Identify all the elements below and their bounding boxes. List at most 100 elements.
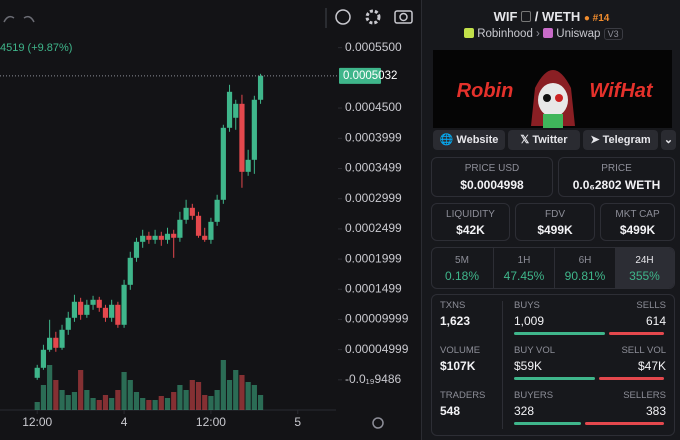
candle-body xyxy=(251,99,257,160)
eye xyxy=(543,94,551,102)
price-card: PRICE 0.0₆2802 WETH xyxy=(558,157,675,197)
candle-body xyxy=(183,207,189,220)
stat-value: $107K xyxy=(440,359,476,373)
candle-body xyxy=(53,337,59,348)
sell-label: SELLS xyxy=(636,300,666,311)
sell-value: 383 xyxy=(645,404,666,418)
buy-label: BUYERS xyxy=(514,390,554,401)
banner-text: WifHat xyxy=(589,80,653,102)
volume-bar xyxy=(84,390,90,410)
volume-bar xyxy=(233,370,239,410)
camera-icon[interactable] xyxy=(394,10,413,24)
y-tick-label: 0.0001999 xyxy=(345,251,402,265)
pair-source: Robinhood › Uniswap V3 xyxy=(464,28,623,40)
candle-body xyxy=(257,75,264,100)
buy-value: $59K xyxy=(514,359,543,373)
skull xyxy=(538,83,568,117)
volume-bar xyxy=(121,372,127,410)
toolbar xyxy=(3,8,413,28)
link-button[interactable]: ➤ Telegram xyxy=(583,130,658,150)
more-button[interactable]: ⌄ xyxy=(661,130,676,150)
link-button[interactable]: 𝕏 Twitter xyxy=(508,130,580,150)
stats-box: TXNS 1,623 BUYS SELLS 1,009 614 VOLUME $107K BUY… xyxy=(431,294,675,436)
candle-body xyxy=(220,127,226,200)
y-tick-label: 0.0005500 xyxy=(345,40,402,54)
link-label: Website xyxy=(456,134,499,146)
y-tick-label: 0.0003999 xyxy=(345,130,402,144)
settings-icon[interactable] xyxy=(365,9,381,25)
banner-art: Robin WifHat xyxy=(457,70,654,128)
pair-title: WIF / WETH ● #14 xyxy=(422,9,680,24)
y-tick-label: 0.00009999 xyxy=(345,312,409,326)
change-label: 6H xyxy=(578,255,592,266)
volume-bar xyxy=(34,402,40,410)
volume-bar xyxy=(40,385,47,410)
volume-bar xyxy=(96,400,102,410)
separator: › xyxy=(536,28,540,40)
candle-body xyxy=(71,301,78,318)
volume-bar xyxy=(245,382,251,410)
copy-icon[interactable] xyxy=(521,11,532,22)
x-tick-label: 4 xyxy=(121,415,128,429)
x-tick-label: 12:00 xyxy=(22,415,52,429)
volume-bar xyxy=(53,380,59,410)
buy-bar xyxy=(514,377,596,380)
link-button[interactable]: 🌐 Website xyxy=(433,130,505,150)
candle-body xyxy=(127,257,133,285)
metric-label: LIQUIDITY xyxy=(446,209,495,220)
y-tick-label: -0.0₁₉9486 xyxy=(345,372,402,386)
candle-body xyxy=(146,235,152,240)
change-tab[interactable]: 5M 0.18% xyxy=(432,248,492,288)
metric-value: $499K xyxy=(537,223,573,237)
dex-icon xyxy=(543,28,554,38)
banner: Robin WifHat xyxy=(433,50,672,128)
volume-bar xyxy=(226,380,233,410)
candle-body xyxy=(226,91,233,128)
metric-card: FDV $499K xyxy=(515,203,595,241)
quote-token: / WETH xyxy=(534,9,581,24)
metric-label: FDV xyxy=(545,209,565,220)
price-card: PRICE USD $0.0004998 xyxy=(431,157,553,197)
volume-bar xyxy=(115,390,121,410)
volume-bar xyxy=(171,392,177,410)
y-tick-label: 0.0003499 xyxy=(345,161,402,175)
y-tick-label: 0.0001499 xyxy=(345,281,402,295)
x-tick-label: 12:00 xyxy=(196,415,226,429)
price-chart: 4519 (+9.87%) 0.0005500 0.0004500 0.000399… xyxy=(0,8,413,430)
sell-value: 614 xyxy=(645,314,666,328)
change-tab-selected[interactable]: 24H 355% xyxy=(615,248,674,288)
current-price-box xyxy=(339,67,381,84)
sell-bar xyxy=(609,332,664,335)
change-label: 1H xyxy=(517,255,531,266)
eye xyxy=(555,94,563,102)
dex: Uniswap xyxy=(556,28,601,40)
candle-body xyxy=(195,215,202,236)
metric-value: $499K xyxy=(619,223,656,237)
change-tab[interactable]: 1H 47.45% xyxy=(493,248,554,288)
axis-settings-icon[interactable] xyxy=(372,417,384,429)
volume-bar xyxy=(195,382,202,410)
indicator-icon[interactable] xyxy=(335,9,351,25)
camera-lens xyxy=(399,12,408,22)
volume-bar xyxy=(140,398,146,410)
change-label: 5M xyxy=(455,255,469,266)
base-token: WIF xyxy=(493,9,518,24)
volume-bar xyxy=(202,395,208,410)
change-tab[interactable]: 6H 90.81% xyxy=(554,248,615,288)
volume-bar xyxy=(214,390,220,410)
undo-icon[interactable] xyxy=(3,15,15,23)
buy-label: BUY VOL xyxy=(514,345,556,356)
candle-body xyxy=(40,349,47,368)
candle-body xyxy=(78,301,84,315)
metric-card: MKT CAP $499K xyxy=(600,203,675,241)
buy-label: BUYS xyxy=(514,300,540,311)
volume-bar xyxy=(158,396,164,410)
redo-icon[interactable] xyxy=(23,15,35,23)
volume-bar xyxy=(102,395,109,410)
candle-body xyxy=(233,103,239,118)
candle-body xyxy=(189,207,195,216)
stat-value: 1,623 xyxy=(440,314,471,328)
buy-value: 328 xyxy=(514,404,535,418)
volume-bar xyxy=(65,395,71,410)
